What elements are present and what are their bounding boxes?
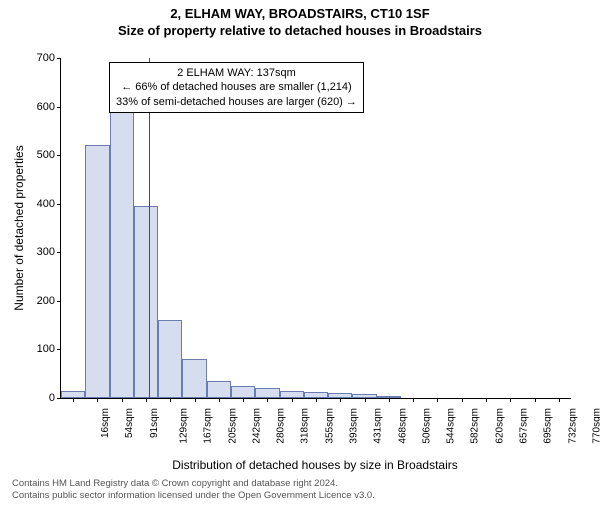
histogram-bar — [61, 391, 85, 398]
footer-line-1: Contains HM Land Registry data © Crown c… — [12, 478, 375, 490]
page-subtitle: Size of property relative to detached ho… — [0, 23, 600, 38]
y-tick-mark — [57, 349, 61, 350]
x-tick-label: 16sqm — [100, 408, 111, 438]
histogram-chart: Number of detached properties 0100200300… — [60, 58, 570, 398]
x-tick-mark — [340, 398, 341, 402]
x-tick-mark — [122, 398, 123, 402]
x-tick-label: 393sqm — [349, 408, 360, 444]
x-tick-label: 506sqm — [421, 408, 432, 444]
y-tick-mark — [57, 398, 61, 399]
x-tick-label: 280sqm — [276, 408, 287, 444]
histogram-bar — [134, 206, 158, 398]
x-tick-label: 205sqm — [227, 408, 238, 444]
x-tick-mark — [462, 398, 463, 402]
x-tick-mark — [437, 398, 438, 402]
histogram-bar — [231, 386, 255, 398]
footer-text: Contains HM Land Registry data © Crown c… — [12, 478, 375, 502]
y-tick-mark — [57, 252, 61, 253]
x-tick-label: 54sqm — [124, 408, 135, 438]
page-title: 2, ELHAM WAY, BROADSTAIRS, CT10 1SF — [0, 6, 600, 21]
y-tick-mark — [57, 301, 61, 302]
x-tick-label: 129sqm — [179, 408, 190, 444]
y-tick-label: 100 — [25, 343, 55, 355]
x-tick-mark — [510, 398, 511, 402]
x-tick-mark — [486, 398, 487, 402]
y-tick-mark — [57, 58, 61, 59]
x-tick-label: 468sqm — [397, 408, 408, 444]
histogram-bar — [85, 145, 109, 398]
x-tick-label: 695sqm — [543, 408, 554, 444]
x-tick-label: 770sqm — [591, 408, 600, 444]
histogram-bar — [280, 391, 304, 398]
histogram-bar — [110, 107, 134, 398]
x-tick-mark — [146, 398, 147, 402]
x-tick-mark — [170, 398, 171, 402]
x-tick-label: 544sqm — [446, 408, 457, 444]
plot-area: 010020030040050060070016sqm54sqm91sqm129… — [60, 58, 571, 399]
histogram-bar — [158, 320, 182, 398]
x-tick-mark — [535, 398, 536, 402]
y-axis-label: Number of detached properties — [12, 145, 26, 310]
x-tick-label: 657sqm — [519, 408, 530, 444]
annotation-line: 33% of semi-detached houses are larger (… — [116, 95, 357, 109]
y-tick-label: 400 — [25, 198, 55, 210]
y-tick-mark — [57, 204, 61, 205]
x-tick-mark — [389, 398, 390, 402]
x-tick-mark — [97, 398, 98, 402]
y-tick-mark — [57, 107, 61, 108]
x-axis-label: Distribution of detached houses by size … — [60, 458, 570, 472]
annotation-line: 2 ELHAM WAY: 137sqm — [116, 66, 357, 80]
x-tick-label: 582sqm — [470, 408, 481, 444]
x-tick-label: 318sqm — [300, 408, 311, 444]
y-tick-label: 500 — [25, 149, 55, 161]
x-tick-mark — [365, 398, 366, 402]
y-tick-mark — [57, 155, 61, 156]
x-tick-mark — [195, 398, 196, 402]
histogram-bar — [255, 388, 279, 398]
x-tick-label: 91sqm — [149, 408, 160, 438]
y-tick-label: 700 — [25, 52, 55, 64]
x-tick-mark — [413, 398, 414, 402]
annotation-box: 2 ELHAM WAY: 137sqm← 66% of detached hou… — [109, 62, 364, 113]
x-tick-mark — [267, 398, 268, 402]
y-tick-label: 600 — [25, 101, 55, 113]
histogram-bar — [182, 359, 206, 398]
x-tick-mark — [219, 398, 220, 402]
x-tick-mark — [73, 398, 74, 402]
x-tick-label: 242sqm — [251, 408, 262, 444]
y-tick-label: 300 — [25, 246, 55, 258]
annotation-line: ← 66% of detached houses are smaller (1,… — [116, 80, 357, 94]
footer-line-2: Contains public sector information licen… — [12, 490, 375, 502]
x-tick-label: 732sqm — [567, 408, 578, 444]
x-tick-label: 431sqm — [373, 408, 384, 444]
y-tick-label: 200 — [25, 295, 55, 307]
x-tick-mark — [243, 398, 244, 402]
y-tick-label: 0 — [25, 392, 55, 404]
x-tick-label: 167sqm — [203, 408, 214, 444]
x-tick-mark — [559, 398, 560, 402]
x-tick-mark — [292, 398, 293, 402]
x-tick-label: 620sqm — [494, 408, 505, 444]
x-tick-mark — [316, 398, 317, 402]
histogram-bar — [207, 381, 231, 398]
x-tick-label: 355sqm — [324, 408, 335, 444]
